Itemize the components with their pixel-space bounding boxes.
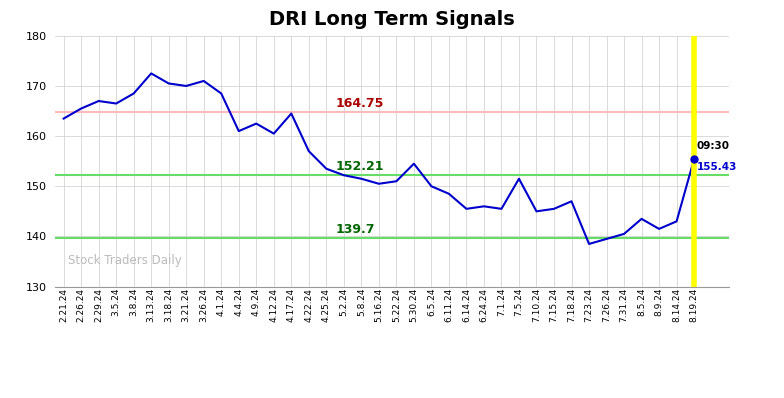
Text: 155.43: 155.43: [697, 162, 737, 172]
Text: 139.7: 139.7: [336, 223, 376, 236]
Text: Stock Traders Daily: Stock Traders Daily: [68, 254, 182, 267]
Title: DRI Long Term Signals: DRI Long Term Signals: [269, 10, 515, 29]
Text: 09:30: 09:30: [697, 142, 730, 152]
Text: 164.75: 164.75: [336, 97, 384, 110]
Text: 152.21: 152.21: [336, 160, 384, 173]
